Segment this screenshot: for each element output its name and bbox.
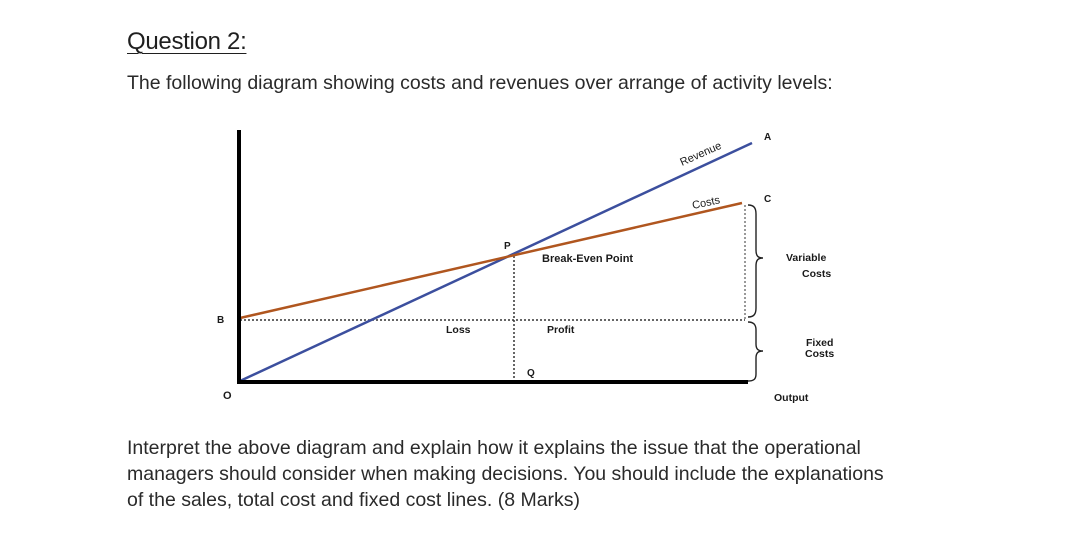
revenue-line-label: Revenue	[678, 140, 723, 169]
question-line-2: managers should consider when making dec…	[127, 463, 884, 485]
break-even-point-label: P	[504, 241, 511, 252]
question-line-3: of the sales, total cost and fixed cost …	[127, 489, 581, 511]
variable-costs-label-1: Variable	[786, 252, 826, 264]
break-even-label: Break-Even Point	[542, 253, 633, 265]
output-axis-label: Output	[774, 392, 809, 404]
origin-label: O	[223, 390, 232, 402]
output-point-label: Q	[527, 368, 535, 379]
total-cost-line	[239, 201, 743, 320]
fixed-costs-label-2: Costs	[805, 348, 834, 360]
question-text: Interpret the above diagram and explain …	[127, 435, 967, 513]
variable-costs-brace	[747, 204, 764, 318]
intro-text: The following diagram showing costs and …	[127, 72, 833, 94]
revenue-line	[239, 141, 753, 383]
question-line-1: Interpret the above diagram and explain …	[127, 437, 861, 459]
variable-costs-label-2: Costs	[802, 268, 831, 280]
loss-area-label: Loss	[446, 324, 471, 336]
fixed-costs-brace	[747, 321, 764, 382]
question-heading: Question 2:	[127, 28, 247, 55]
cost-end-label: C	[764, 194, 771, 205]
fixed-costs-label-1: Fixed	[806, 337, 833, 349]
profit-area-label: Profit	[547, 324, 575, 336]
revenue-end-label: A	[764, 132, 771, 143]
fixed-cost-point-label: B	[217, 315, 224, 326]
cost-line-label: Costs	[691, 194, 721, 212]
